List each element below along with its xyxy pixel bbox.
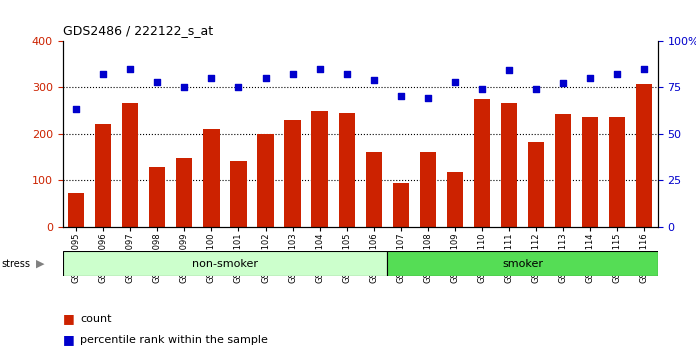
Bar (474, 99, 490, 227)
Bar (285, 120, 301, 227)
Text: percentile rank within the sample: percentile rank within the sample (80, 335, 268, 345)
Bar (68, 193, 84, 227)
Point (530, 86, 541, 92)
Bar (230, 161, 246, 227)
Point (395, 93, 406, 99)
Bar (149, 167, 166, 227)
Point (70, 107, 81, 112)
Point (233, 84, 244, 90)
Point (450, 79, 461, 84)
Point (287, 72, 298, 77)
Text: non-smoker: non-smoker (192, 259, 258, 269)
Bar (393, 183, 409, 227)
Bar (365, 152, 382, 227)
Bar (387, 251, 658, 276)
Text: stress: stress (1, 259, 31, 269)
Point (206, 75, 217, 81)
Point (368, 77, 379, 82)
Bar (312, 111, 328, 227)
Bar (122, 103, 139, 227)
Bar (447, 172, 463, 227)
Point (260, 75, 271, 81)
Bar (258, 133, 274, 227)
Point (557, 81, 569, 86)
Bar (95, 124, 111, 227)
Point (97, 72, 109, 77)
Bar (528, 142, 544, 227)
Bar (63, 251, 387, 276)
Point (476, 86, 487, 92)
Bar (636, 84, 652, 227)
Text: ■: ■ (63, 312, 74, 325)
Text: ▶: ▶ (36, 259, 45, 269)
Bar (555, 114, 571, 227)
Bar (582, 118, 598, 227)
Bar (203, 129, 219, 227)
Text: count: count (80, 314, 111, 324)
Point (152, 79, 163, 84)
Point (639, 66, 650, 72)
Point (314, 66, 325, 72)
Point (585, 75, 596, 81)
Bar (501, 103, 517, 227)
Text: ■: ■ (63, 333, 74, 346)
Point (422, 96, 434, 101)
Point (612, 72, 623, 77)
Bar (420, 152, 436, 227)
Point (503, 68, 514, 73)
Bar (338, 113, 355, 227)
Bar (176, 158, 193, 227)
Point (179, 84, 190, 90)
Point (125, 66, 136, 72)
Text: smoker: smoker (502, 259, 543, 269)
Bar (609, 118, 625, 227)
Point (341, 72, 352, 77)
Text: GDS2486 / 222122_s_at: GDS2486 / 222122_s_at (63, 24, 213, 37)
